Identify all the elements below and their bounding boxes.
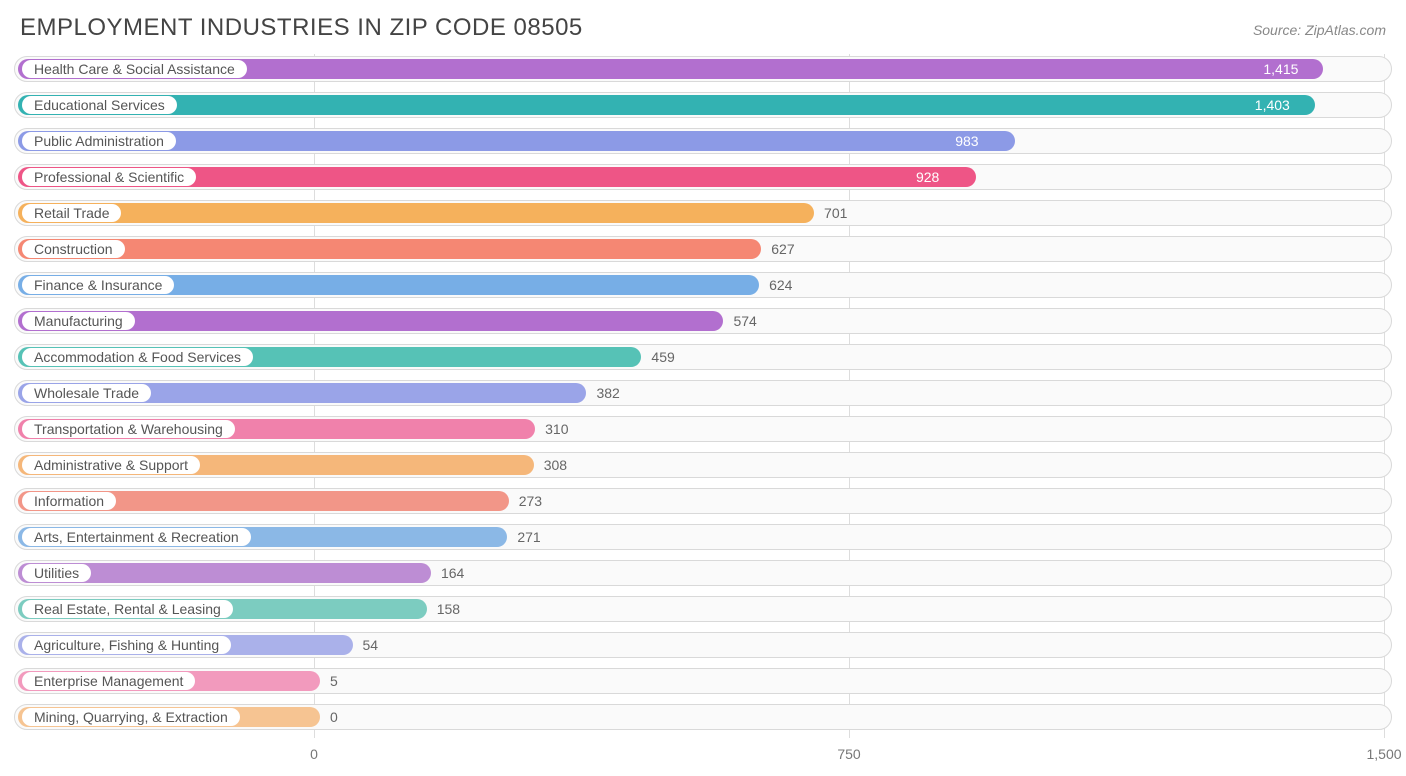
- axis-tick-label: 750: [837, 746, 860, 762]
- bar-fill: [18, 203, 814, 223]
- bar-row: Manufacturing 574: [14, 306, 1392, 336]
- value-label: 983: [955, 126, 978, 156]
- category-pill: Real Estate, Rental & Leasing: [22, 600, 233, 618]
- category-pill: Retail Trade: [22, 204, 121, 222]
- category-pill: Agriculture, Fishing & Hunting: [22, 636, 231, 654]
- bar-row: Educational Services 1,403: [14, 90, 1392, 120]
- x-axis: 07501,500: [14, 738, 1392, 772]
- bar-row: Accommodation & Food Services 459: [14, 342, 1392, 372]
- value-label: 308: [544, 450, 567, 480]
- bar-row: Real Estate, Rental & Leasing 158: [14, 594, 1392, 624]
- chart-header: EMPLOYMENT INDUSTRIES IN ZIP CODE 08505 …: [14, 10, 1392, 54]
- category-pill: Finance & Insurance: [22, 276, 174, 294]
- value-label: 1,403: [1255, 90, 1290, 120]
- category-pill: Construction: [22, 240, 125, 258]
- bar-row: Transportation & Warehousing 310: [14, 414, 1392, 444]
- bar-row: Administrative & Support 308: [14, 450, 1392, 480]
- bar-row: Finance & Insurance 624: [14, 270, 1392, 300]
- category-pill: Information: [22, 492, 116, 510]
- bar-row: Construction 627: [14, 234, 1392, 264]
- bar-row: Enterprise Management 5: [14, 666, 1392, 696]
- value-label: 928: [916, 162, 939, 192]
- category-pill: Arts, Entertainment & Recreation: [22, 528, 251, 546]
- value-label: 382: [596, 378, 619, 408]
- value-label: 701: [824, 198, 847, 228]
- bar-fill: [18, 239, 761, 259]
- axis-tick-label: 0: [310, 746, 318, 762]
- value-label: 1,415: [1263, 54, 1298, 84]
- bar-row: Agriculture, Fishing & Hunting 54: [14, 630, 1392, 660]
- category-pill: Wholesale Trade: [22, 384, 151, 402]
- bar-row: Professional & Scientific 928: [14, 162, 1392, 192]
- chart-title: EMPLOYMENT INDUSTRIES IN ZIP CODE 08505: [20, 14, 583, 42]
- category-pill: Manufacturing: [22, 312, 135, 330]
- category-pill: Public Administration: [22, 132, 176, 150]
- value-label: 459: [651, 342, 674, 372]
- value-label: 574: [733, 306, 756, 336]
- value-label: 0: [330, 702, 338, 732]
- value-label: 158: [437, 594, 460, 624]
- value-label: 624: [769, 270, 792, 300]
- value-label: 5: [330, 666, 338, 696]
- value-label: 273: [519, 486, 542, 516]
- category-pill: Enterprise Management: [22, 672, 195, 690]
- value-label: 310: [545, 414, 568, 444]
- category-pill: Administrative & Support: [22, 456, 200, 474]
- axis-tick-label: 1,500: [1366, 746, 1401, 762]
- bar-row: Mining, Quarrying, & Extraction 0: [14, 702, 1392, 732]
- bar-chart: Health Care & Social Assistance 1,415 Educ…: [14, 54, 1392, 772]
- bar-row: Arts, Entertainment & Recreation 271: [14, 522, 1392, 552]
- bar-row: Retail Trade 701: [14, 198, 1392, 228]
- value-label: 627: [771, 234, 794, 264]
- source-prefix: Source:: [1253, 22, 1305, 38]
- bar-row: Public Administration 983: [14, 126, 1392, 156]
- category-pill: Transportation & Warehousing: [22, 420, 235, 438]
- chart-source: Source: ZipAtlas.com: [1253, 22, 1386, 38]
- source-name: ZipAtlas.com: [1305, 22, 1386, 38]
- bar-row: Wholesale Trade 382: [14, 378, 1392, 408]
- bar-row: Information 273: [14, 486, 1392, 516]
- bar-row: Utilities 164: [14, 558, 1392, 588]
- value-label: 271: [517, 522, 540, 552]
- category-pill: Educational Services: [22, 96, 177, 114]
- category-pill: Mining, Quarrying, & Extraction: [22, 708, 240, 726]
- category-pill: Utilities: [22, 564, 91, 582]
- category-pill: Health Care & Social Assistance: [22, 60, 247, 78]
- bar-row: Health Care & Social Assistance 1,415: [14, 54, 1392, 84]
- bar-fill: [18, 95, 1315, 115]
- category-pill: Accommodation & Food Services: [22, 348, 253, 366]
- value-label: 164: [441, 558, 464, 588]
- value-label: 54: [363, 630, 379, 660]
- category-pill: Professional & Scientific: [22, 168, 196, 186]
